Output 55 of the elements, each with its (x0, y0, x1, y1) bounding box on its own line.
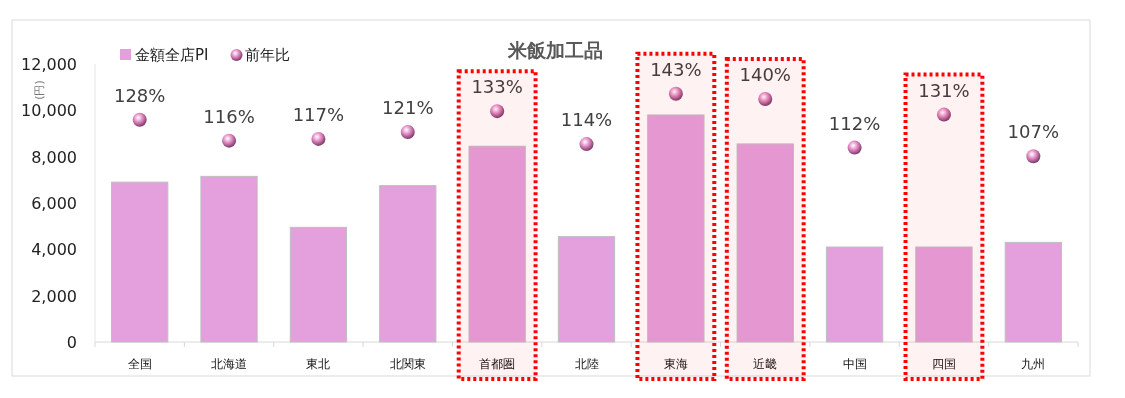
point (1026, 149, 1041, 164)
y-tick-label: 4,000 (31, 240, 77, 260)
x-tick-label: 中国 (842, 357, 867, 371)
point (132, 112, 147, 127)
data-label: 116% (203, 105, 255, 127)
data-label: 143% (650, 58, 702, 80)
bar (915, 246, 973, 343)
bar (1004, 241, 1062, 343)
x-tick-label: 東海 (663, 357, 688, 371)
bar (468, 145, 526, 343)
point (400, 124, 415, 139)
data-label: 128% (113, 84, 166, 106)
point (758, 91, 773, 106)
legend-label: 前年比 (245, 46, 291, 64)
bar (736, 143, 794, 343)
data-label: 140% (739, 63, 791, 85)
y-tick-label: 10,000 (21, 101, 77, 121)
x-tick-label: 近畿 (753, 357, 778, 371)
point (222, 133, 237, 148)
data-label: 114% (560, 109, 613, 131)
bar (111, 181, 169, 343)
x-tick-label: 東北 (306, 357, 331, 371)
data-label: 117% (292, 103, 345, 125)
data-label: 133% (471, 76, 523, 98)
bar (557, 236, 616, 343)
data-label: 121% (382, 96, 434, 118)
data-label: 131% (918, 79, 970, 101)
data-label: 112% (828, 112, 881, 134)
y-axis-title: (円) (33, 80, 46, 100)
y-tick-label: 8,000 (31, 147, 77, 167)
point (311, 131, 326, 146)
point (847, 140, 862, 155)
x-tick-label: 九州 (1021, 357, 1046, 371)
bar (647, 114, 705, 343)
x-tick-label: 北関東 (389, 357, 426, 371)
bar (200, 175, 258, 343)
point (579, 137, 594, 152)
y-tick-label: 12,000 (21, 55, 77, 74)
x-tick-label: 北海道 (211, 357, 248, 371)
bar (289, 226, 348, 343)
x-tick-label: 全国 (127, 357, 152, 371)
point (668, 86, 683, 101)
y-tick-label: 6,000 (31, 194, 77, 213)
y-tick-label: 0 (66, 333, 77, 352)
x-tick-label: 首都圏 (479, 357, 516, 371)
x-tick-label: 四国 (931, 357, 956, 371)
data-label: 107% (1007, 121, 1060, 143)
x-tick-label: 北陸 (574, 357, 599, 371)
bar (379, 185, 437, 343)
y-tick-label: 2,000 (31, 286, 77, 306)
bar (825, 246, 884, 343)
point (490, 104, 505, 119)
point (936, 107, 951, 122)
legend-label: 金額全店PI (135, 46, 209, 64)
chart-title: 米飯加工品 (506, 39, 603, 61)
